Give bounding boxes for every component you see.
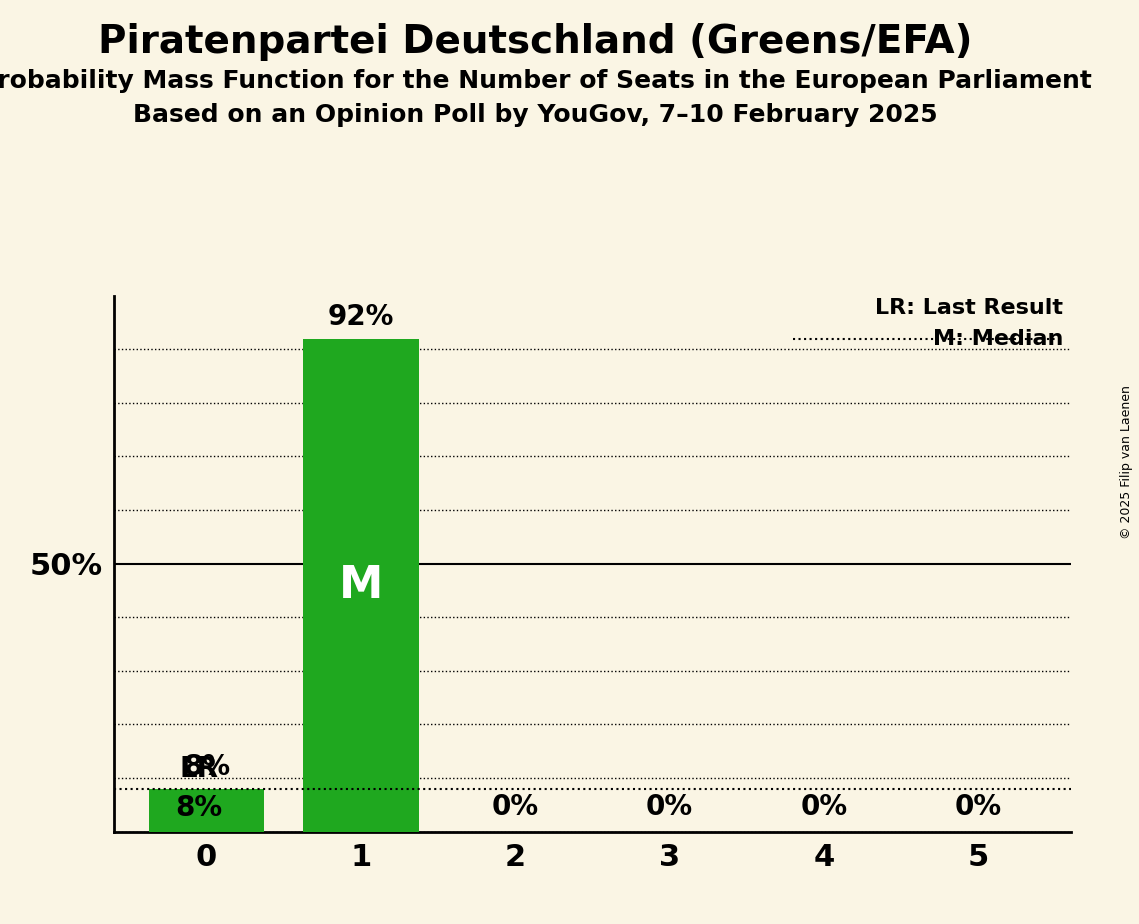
Text: 8%: 8% <box>183 753 230 781</box>
Text: M: Median: M: Median <box>933 329 1063 348</box>
Text: 0%: 0% <box>954 793 1001 821</box>
Bar <box>148 789 264 832</box>
Text: © 2025 Filip van Laenen: © 2025 Filip van Laenen <box>1121 385 1133 539</box>
Bar <box>303 338 419 832</box>
Text: M: M <box>338 564 383 606</box>
Text: Probability Mass Function for the Number of Seats in the European Parliament: Probability Mass Function for the Number… <box>0 69 1092 93</box>
Text: 0%: 0% <box>492 793 539 821</box>
Text: 0%: 0% <box>801 793 847 821</box>
Text: 0%: 0% <box>646 793 693 821</box>
Text: LR: LR <box>179 755 219 784</box>
Text: Based on an Opinion Poll by YouGov, 7–10 February 2025: Based on an Opinion Poll by YouGov, 7–10… <box>133 103 937 128</box>
Text: LR: Last Result: LR: Last Result <box>875 298 1063 319</box>
Text: 92%: 92% <box>328 302 394 331</box>
Text: Piratenpartei Deutschland (Greens/EFA): Piratenpartei Deutschland (Greens/EFA) <box>98 23 973 61</box>
Text: 8%: 8% <box>175 794 222 822</box>
